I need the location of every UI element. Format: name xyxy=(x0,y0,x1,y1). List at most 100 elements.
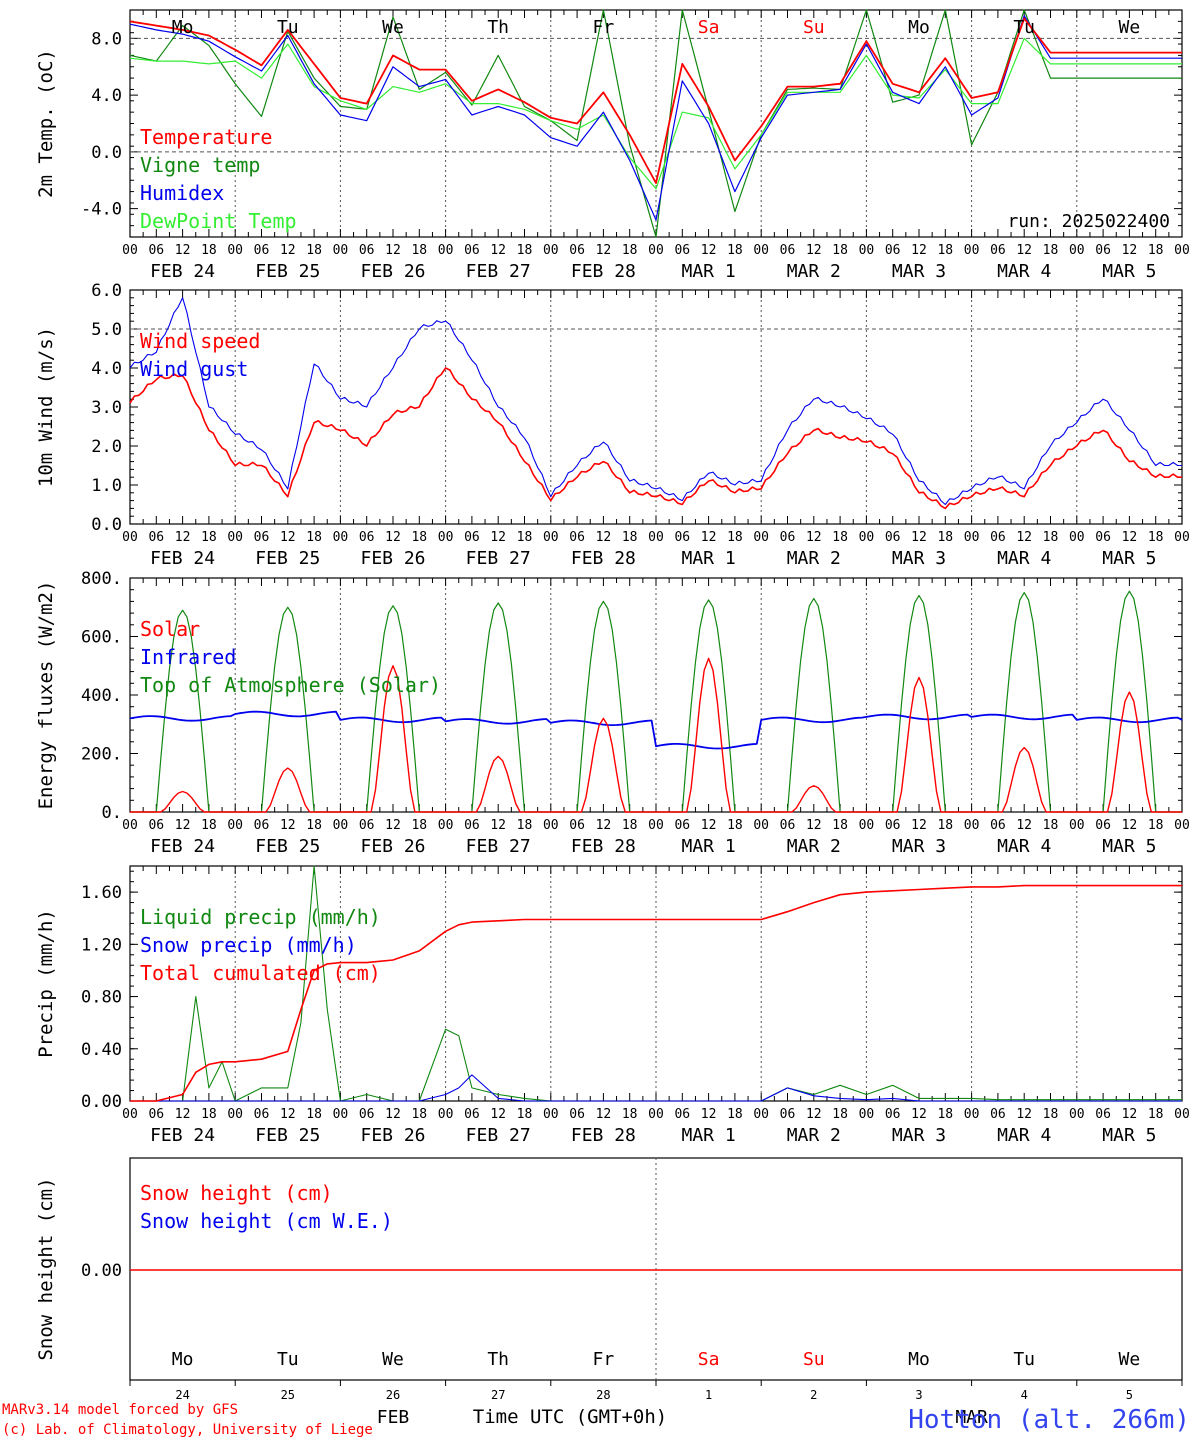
date-label: MAR 5 xyxy=(1102,548,1156,569)
date-label: MAR 1 xyxy=(682,261,736,282)
hour-tick-label: 06 xyxy=(569,530,585,545)
y-tick-label: 1.20 xyxy=(81,935,122,955)
hour-tick-label: 18 xyxy=(832,530,848,545)
hour-tick-label: 06 xyxy=(780,1107,796,1122)
hour-tick-label: 06 xyxy=(254,243,270,258)
hour-tick-label: 06 xyxy=(674,243,690,258)
hour-tick-label: 00 xyxy=(543,530,559,545)
hour-tick-label: 12 xyxy=(1122,818,1138,833)
hour-tick-label: 06 xyxy=(1095,243,1111,258)
hour-tick-label: 18 xyxy=(517,1107,533,1122)
series-line xyxy=(130,884,1182,1102)
date-label: FEB 26 xyxy=(360,548,425,569)
y-tick-label: 0.00 xyxy=(81,1261,122,1281)
hour-tick-label: 06 xyxy=(254,1107,270,1122)
hour-tick-label: 00 xyxy=(859,530,875,545)
weekday-label: Mo xyxy=(172,1349,194,1370)
day-number: 27 xyxy=(491,1388,505,1402)
hour-tick-label: 06 xyxy=(885,243,901,258)
hour-tick-label: 18 xyxy=(306,243,322,258)
hour-tick-label: 06 xyxy=(148,1107,164,1122)
day-number: 26 xyxy=(386,1388,400,1402)
y-tick-label: 2.0 xyxy=(91,437,122,457)
hour-tick-label: 12 xyxy=(490,818,506,833)
weekday-label: We xyxy=(382,17,404,38)
hour-tick-label: 18 xyxy=(517,530,533,545)
hour-tick-label: 00 xyxy=(859,243,875,258)
hour-tick-label: 00 xyxy=(753,530,769,545)
series-line xyxy=(130,657,1182,813)
date-label: FEB 26 xyxy=(360,836,425,857)
date-label: MAR 3 xyxy=(892,548,946,569)
hour-tick-label: 12 xyxy=(175,530,191,545)
hour-tick-label: 06 xyxy=(148,243,164,258)
y-axis-label: Energy fluxes (W/m2) xyxy=(35,581,57,810)
hour-tick-label: 06 xyxy=(569,243,585,258)
y-tick-label: 200. xyxy=(81,745,122,765)
date-label: FEB 25 xyxy=(255,548,320,569)
hour-tick-label: 12 xyxy=(1016,818,1032,833)
series-line xyxy=(129,9,1182,238)
weekday-label: Tu xyxy=(1013,1349,1035,1370)
legend-entry: Wind speed xyxy=(140,329,260,353)
hour-tick-label: 12 xyxy=(1016,530,1032,545)
hour-tick-label: 18 xyxy=(622,243,638,258)
legend-entry: DewPoint Temp xyxy=(140,209,297,233)
hour-tick-label: 12 xyxy=(596,530,612,545)
y-tick-label: 0.00 xyxy=(81,1092,122,1112)
series-line xyxy=(129,37,1182,190)
weekday-label: Tu xyxy=(277,17,299,38)
hour-tick-label: 12 xyxy=(701,818,717,833)
run-label: run: 2025022400 xyxy=(1007,211,1170,232)
weekday-label: Tu xyxy=(1013,17,1035,38)
date-label: FEB 24 xyxy=(150,836,215,857)
y-tick-label: 3.0 xyxy=(91,398,122,418)
date-label: FEB 27 xyxy=(466,836,531,857)
date-label: MAR 2 xyxy=(787,261,841,282)
hour-tick-label: 06 xyxy=(148,530,164,545)
hour-tick-label: 00 xyxy=(753,818,769,833)
weekday-label: Sa xyxy=(698,1349,720,1370)
model-credit: MARv3.14 model forced by GFS xyxy=(2,1402,238,1418)
hour-tick-label: 00 xyxy=(648,243,664,258)
series-line xyxy=(129,17,1182,185)
hour-tick-label: 12 xyxy=(911,530,927,545)
hour-tick-label: 00 xyxy=(753,243,769,258)
hour-tick-label: 18 xyxy=(937,1107,953,1122)
series-line xyxy=(129,297,1182,506)
hour-tick-label: 00 xyxy=(964,818,980,833)
y-tick-label: 0.40 xyxy=(81,1040,122,1060)
hour-tick-label: 00 xyxy=(964,243,980,258)
weekday-label: Fr xyxy=(593,1349,615,1370)
hour-tick-label: 18 xyxy=(1043,1107,1059,1122)
hour-tick-label: 06 xyxy=(148,818,164,833)
hour-tick-label: 00 xyxy=(1069,818,1085,833)
hour-tick-label: 00 xyxy=(333,1107,349,1122)
hour-tick-label: 00 xyxy=(438,818,454,833)
date-label: MAR 4 xyxy=(997,1125,1051,1146)
hour-tick-label: 18 xyxy=(1043,818,1059,833)
hour-tick-label: 00 xyxy=(1069,530,1085,545)
x-axis-label: Time UTC (GMT+0h) xyxy=(473,1406,667,1428)
y-tick-label: 0.80 xyxy=(81,988,122,1008)
weekday-label: Th xyxy=(487,17,509,38)
footer: FEB MAR Time UTC (GMT+0h) MARv3.14 model fo… xyxy=(2,1402,1190,1438)
hour-tick-label: 00 xyxy=(1069,243,1085,258)
weekday-label: We xyxy=(1119,1349,1141,1370)
date-label: FEB 25 xyxy=(255,1125,320,1146)
hour-tick-label: 06 xyxy=(359,243,375,258)
weekday-label: Mo xyxy=(172,17,194,38)
hour-tick-label: 12 xyxy=(280,530,296,545)
day-number: 25 xyxy=(281,1388,295,1402)
legend-entry: Humidex xyxy=(140,181,224,205)
hour-tick-label: 12 xyxy=(806,530,822,545)
hour-tick-label: 12 xyxy=(175,1107,191,1122)
hour-tick-label: 06 xyxy=(569,818,585,833)
series-line xyxy=(129,15,1182,221)
hour-tick-label: 12 xyxy=(490,243,506,258)
hour-tick-label: 18 xyxy=(1043,243,1059,258)
weekday-label: Mo xyxy=(908,17,930,38)
date-label: MAR 3 xyxy=(892,261,946,282)
hour-tick-label: 06 xyxy=(990,818,1006,833)
legend-entry: Temperature xyxy=(140,125,272,149)
